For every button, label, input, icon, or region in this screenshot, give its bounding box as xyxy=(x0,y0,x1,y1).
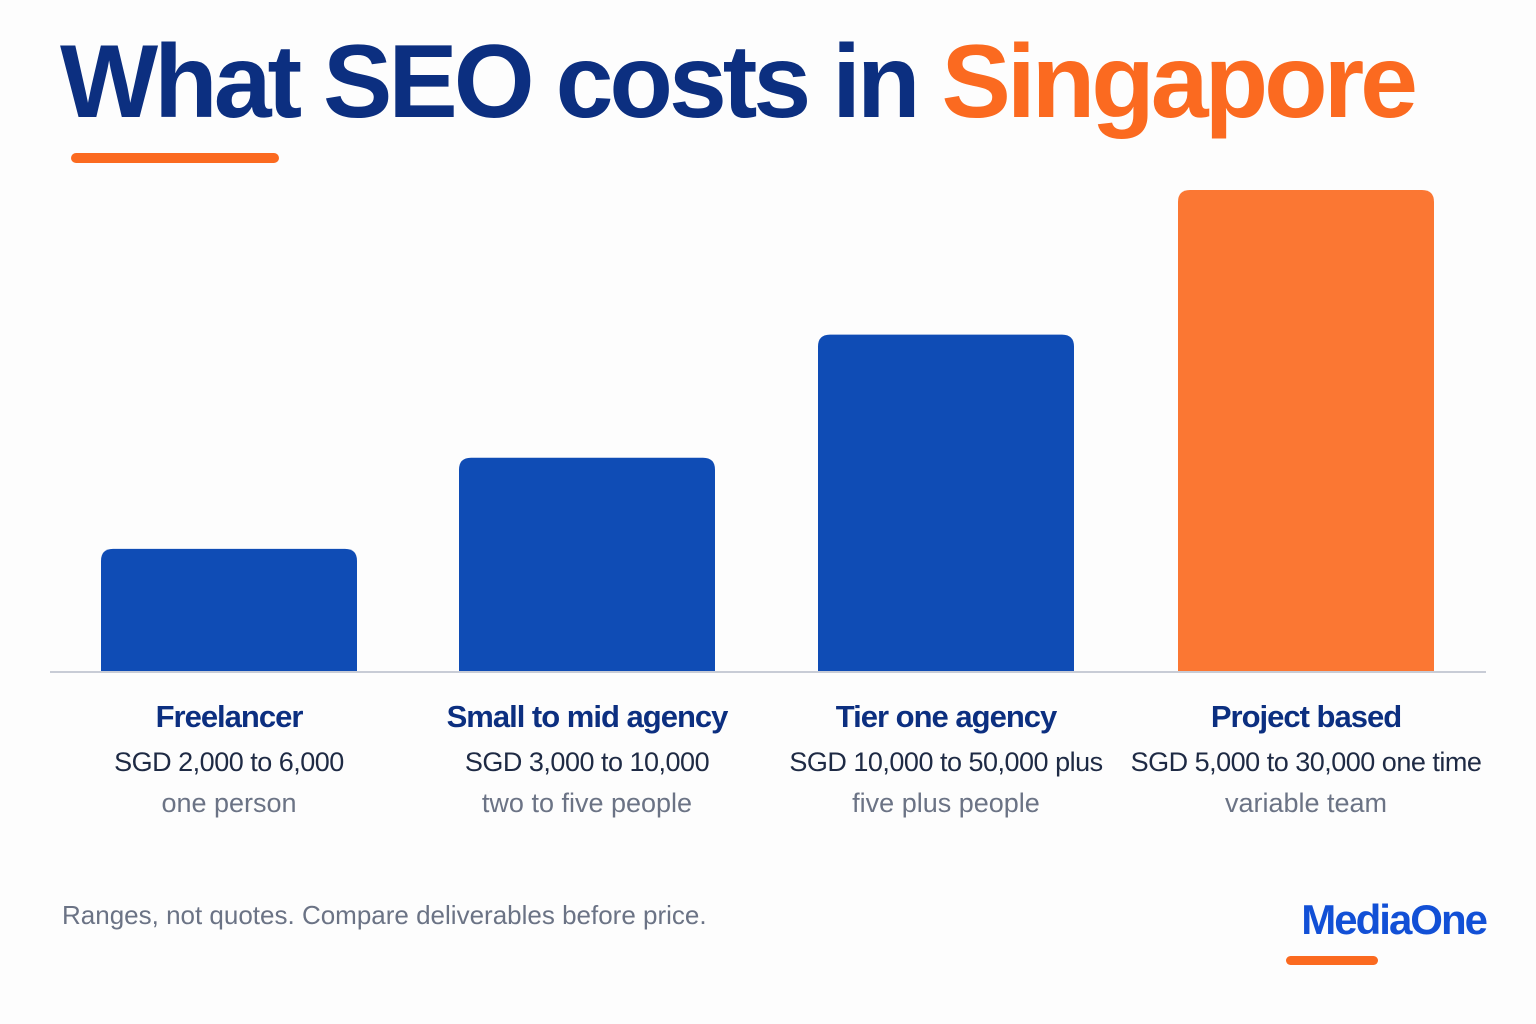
category-label-freelancer: Freelancer xyxy=(156,699,304,734)
category-label-small-to-mid-agency: Small to mid agency xyxy=(447,699,730,734)
team-label-project-based: variable team xyxy=(1225,788,1387,818)
brand-logo: MediaOne xyxy=(1286,896,1488,971)
team-label-small-to-mid-agency: two to five people xyxy=(482,788,692,818)
bars-group xyxy=(101,190,1434,672)
bar-project-based xyxy=(1178,190,1434,672)
bar-tier-one-agency xyxy=(818,334,1074,672)
bar-freelancer xyxy=(101,548,357,672)
team-label-tier-one-agency: five plus people xyxy=(852,788,1040,818)
price-label-freelancer: SGD 2,000 to 6,000 xyxy=(114,747,344,777)
team-label-freelancer: one person xyxy=(161,788,296,818)
title-main: What SEO costs in xyxy=(60,24,921,140)
category-label-tier-one-agency: Tier one agency xyxy=(836,699,1058,734)
price-label-project-based: SGD 5,000 to 30,000 one time xyxy=(1131,747,1482,777)
title-underline xyxy=(71,153,279,163)
logo-underline xyxy=(1286,956,1378,965)
category-label-project-based: Project based xyxy=(1211,699,1401,734)
footnote: Ranges, not quotes. Compare deliverables… xyxy=(62,900,707,930)
title-accent: Singapore xyxy=(941,24,1418,140)
price-label-tier-one-agency: SGD 10,000 to 50,000 plus xyxy=(789,747,1102,777)
bar-small-to-mid-agency xyxy=(459,457,715,672)
logo-text: MediaOne xyxy=(1301,896,1488,943)
price-label-small-to-mid-agency: SGD 3,000 to 10,000 xyxy=(465,747,709,777)
labels-group: Freelancer SGD 2,000 to 6,000 one person Sm… xyxy=(114,699,1482,818)
page-title: What SEO costs in Singapore xyxy=(60,12,1418,152)
